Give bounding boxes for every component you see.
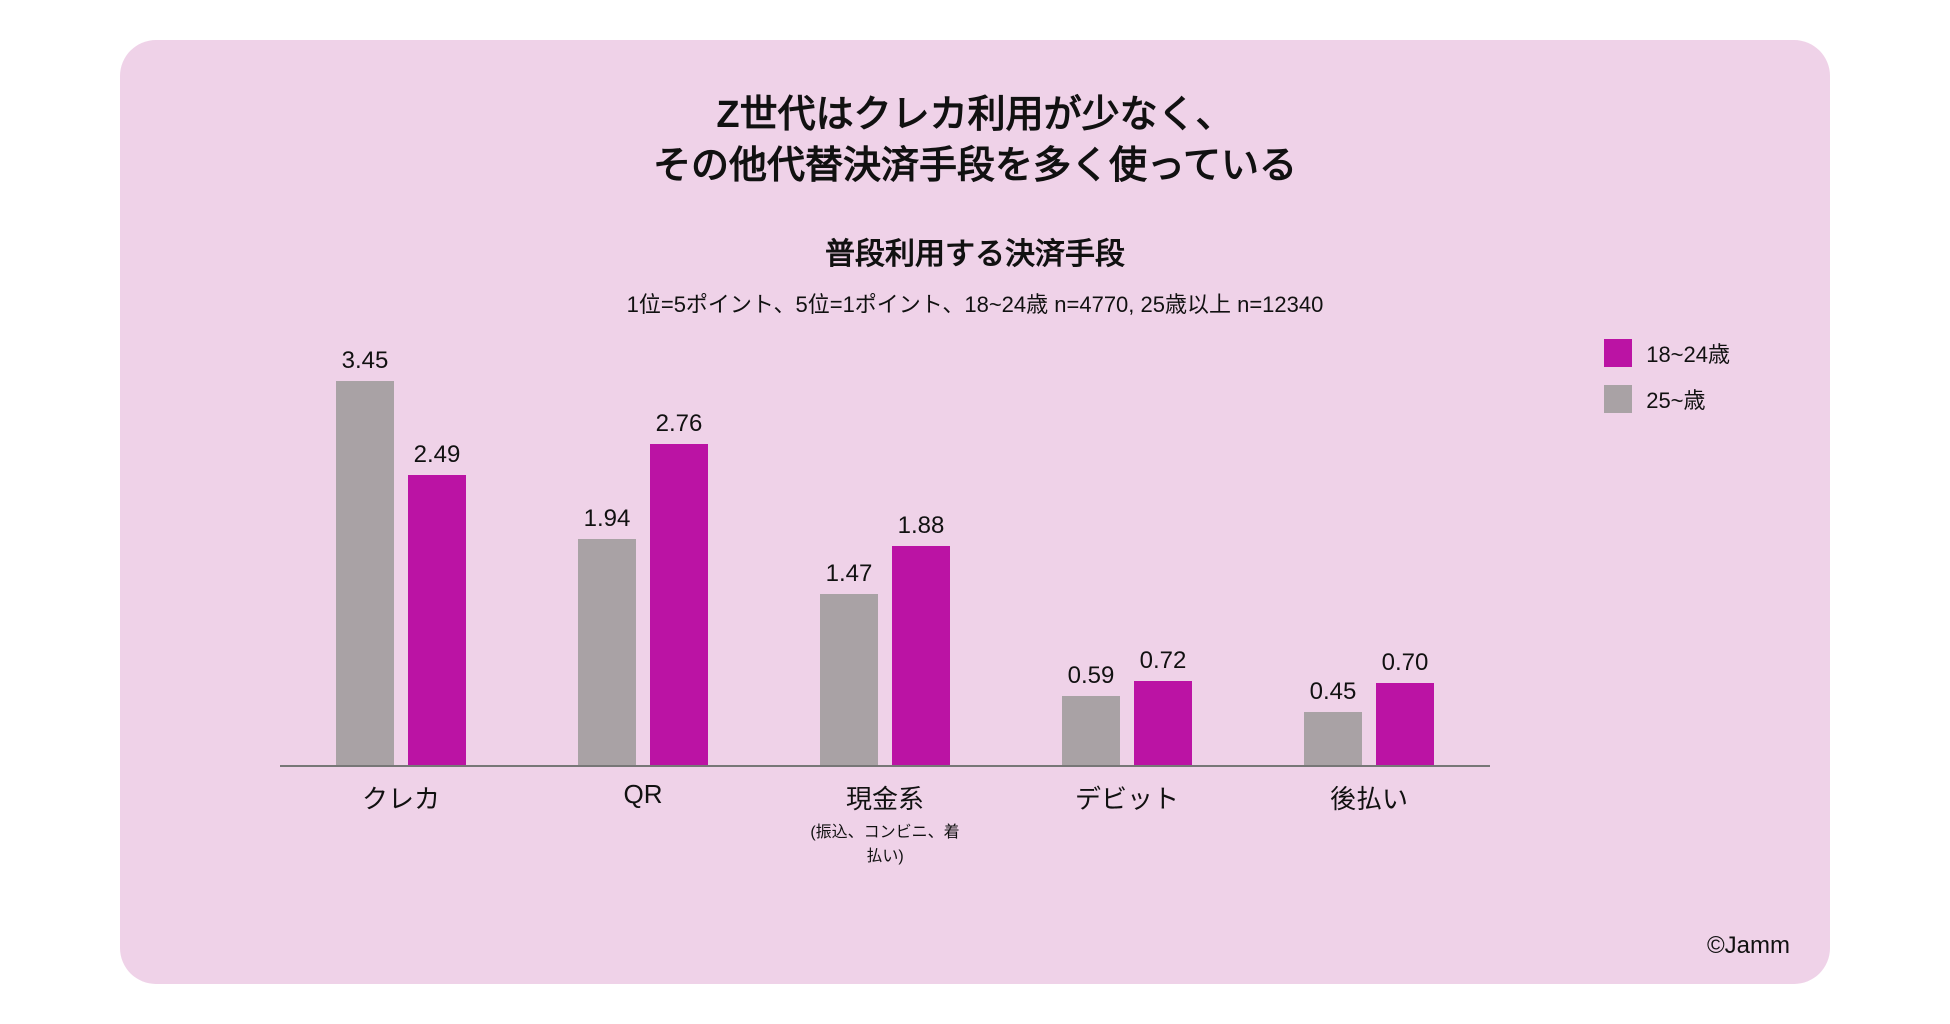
x-category-label: 現金系 (805, 779, 965, 816)
legend-label: 18~24歳 (1646, 337, 1730, 369)
chart-card: Z世代はクレカ利用が少なく、 その他代替決済手段を多く使っている 普段利用する決… (120, 40, 1830, 984)
chart-note: 1位=5ポイント、5位=1ポイント、18~24歳 n=4770, 25歳以上 n… (200, 287, 1750, 319)
bar-column: 1.88 (892, 347, 950, 765)
legend-swatch (1604, 339, 1632, 367)
bar-value-label: 1.88 (898, 512, 945, 540)
bar-value-label: 3.45 (342, 347, 389, 375)
legend-item: 18~24歳 (1604, 337, 1730, 369)
x-category: クレカ (321, 767, 481, 857)
credit-text: ©Jamm (1707, 932, 1790, 960)
x-category-label: クレカ (321, 779, 481, 816)
bar (1376, 683, 1434, 764)
bar-group: 3.45 2.49 (321, 347, 481, 765)
legend-swatch (1604, 385, 1632, 413)
plot-area: 3.45 2.49 1.94 2.76 1.47 1.88 0.59 0.72 0.45 0.70 (280, 347, 1490, 767)
bar-column: 2.76 (650, 347, 708, 765)
bar-column: 0.59 (1062, 347, 1120, 765)
x-category-sublabel: (振込、コンビニ、着払い) (805, 818, 965, 866)
bar-group: 0.45 0.70 (1289, 347, 1449, 765)
bar-value-label: 0.45 (1310, 678, 1357, 706)
bar-groups: 3.45 2.49 1.94 2.76 1.47 1.88 0.59 0.72 0.45 0.70 (280, 347, 1490, 765)
x-category-label: デビット (1047, 779, 1207, 816)
x-category-label: QR (563, 779, 723, 810)
bar-value-label: 0.72 (1140, 647, 1187, 675)
bar-value-label: 1.94 (584, 505, 631, 533)
legend-label: 25~歳 (1646, 383, 1705, 415)
bar (578, 539, 636, 764)
bar-column: 1.47 (820, 347, 878, 765)
chart-area: 18~24歳25~歳 3.452.491.942.761.471.880.590… (200, 337, 1750, 857)
bar (336, 381, 394, 765)
x-category-label: 後払い (1289, 779, 1449, 816)
x-axis: クレカ QR 現金系(振込、コンビニ、着払い) デビット 後払い (280, 767, 1490, 857)
bar (1304, 712, 1362, 764)
x-category: 後払い (1289, 767, 1449, 857)
x-category: QR (563, 767, 723, 857)
x-category: 現金系(振込、コンビニ、着払い) (805, 767, 965, 857)
bar-column: 1.94 (578, 347, 636, 765)
bar-column: 3.45 (336, 347, 394, 765)
stage: Z世代はクレカ利用が少なく、 その他代替決済手段を多く使っている 普段利用する決… (0, 0, 1950, 1024)
title-line-2: その他代替決済手段を多く使っている (200, 141, 1750, 192)
bar (650, 444, 708, 764)
title-block: Z世代はクレカ利用が少なく、 その他代替決済手段を多く使っている (200, 90, 1750, 193)
bar-value-label: 0.59 (1068, 662, 1115, 690)
x-category: デビット (1047, 767, 1207, 857)
bar-column: 0.45 (1304, 347, 1362, 765)
legend: 18~24歳 25~歳 (1604, 337, 1730, 415)
bar (1134, 681, 1192, 765)
bar-column: 0.72 (1134, 347, 1192, 765)
bar-value-label: 0.70 (1382, 649, 1429, 677)
bar (820, 594, 878, 765)
bar-group: 0.59 0.72 (1047, 347, 1207, 765)
bar (408, 475, 466, 764)
bar-column: 2.49 (408, 347, 466, 765)
bar-value-label: 2.76 (656, 410, 703, 438)
bar-value-label: 2.49 (414, 441, 461, 469)
bar-column: 0.70 (1376, 347, 1434, 765)
bar (1062, 696, 1120, 765)
bar-group: 1.94 2.76 (563, 347, 723, 765)
bar-value-label: 1.47 (826, 560, 873, 588)
legend-item: 25~歳 (1604, 383, 1730, 415)
chart-subtitle: 普段利用する決済手段 (200, 229, 1750, 273)
title-line-1: Z世代はクレカ利用が少なく、 (200, 90, 1750, 141)
bar-group: 1.47 1.88 (805, 347, 965, 765)
bar (892, 546, 950, 764)
